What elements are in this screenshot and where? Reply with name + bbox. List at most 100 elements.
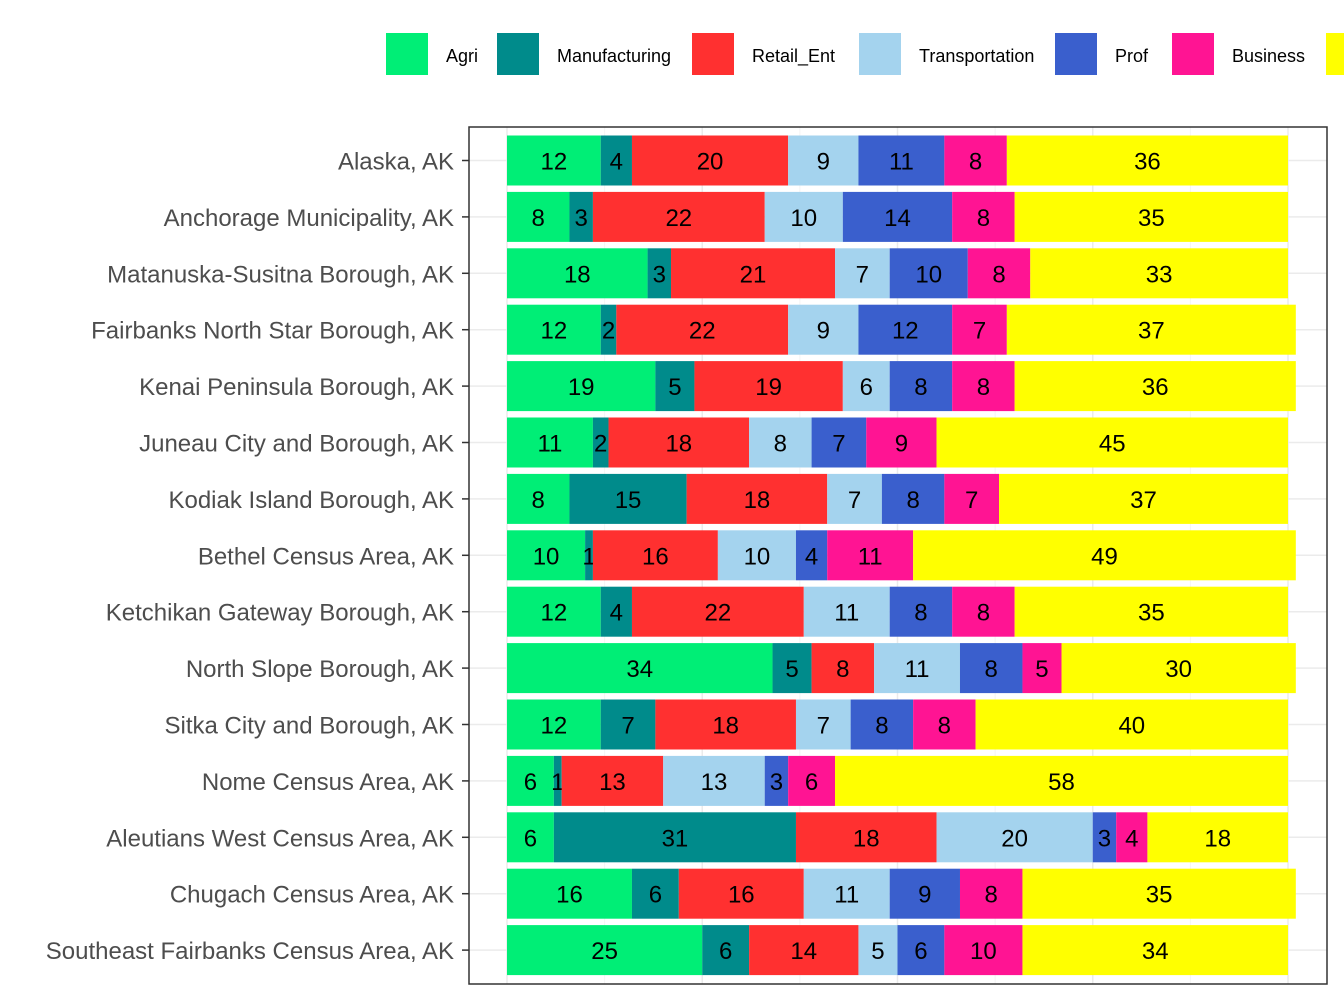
- data-label: 18: [853, 825, 880, 852]
- data-label: 30: [1165, 656, 1192, 683]
- legend-item-manufacturing: Manufacturing: [497, 33, 671, 75]
- y-tick-label: Ketchikan Gateway Borough, AK: [106, 600, 454, 627]
- data-label: 18: [1204, 825, 1231, 852]
- data-label: 25: [591, 938, 618, 965]
- bar-segment-agri: [507, 530, 586, 581]
- legend-key: [1326, 33, 1344, 75]
- bar-segment-business: [944, 135, 1007, 186]
- data-label: 8: [532, 487, 545, 514]
- data-label: 12: [541, 318, 568, 345]
- data-label: 34: [626, 656, 653, 683]
- data-label: 13: [701, 769, 728, 796]
- legend-key: [386, 33, 428, 75]
- bar-segment-retail-ent: [592, 530, 718, 581]
- bar-segment-manufacturing: [569, 191, 593, 242]
- data-label: 18: [744, 487, 771, 514]
- bar-row-north-slope-borough-ak: 34 5 8 11 8 5 30: [507, 643, 1296, 694]
- data-label: 10: [744, 543, 771, 570]
- data-label: 5: [871, 938, 884, 965]
- legend-key: [692, 33, 734, 75]
- bar-segment-other: [1030, 248, 1288, 299]
- data-label: 33: [1146, 261, 1173, 288]
- data-label: 7: [817, 713, 830, 740]
- bar-segment-other: [936, 417, 1288, 468]
- bar-row-sitka-city-and-borough-ak: 12 7 18 7 8 8 40: [507, 699, 1288, 750]
- bar-segment-transportation: [803, 586, 890, 637]
- bar-segment-other: [1022, 925, 1288, 976]
- bar-segment-business: [1022, 643, 1062, 694]
- bar-segment-transportation: [749, 417, 812, 468]
- bar-segment-manufacturing: [772, 643, 812, 694]
- bar-segment-other: [1014, 191, 1288, 242]
- data-label: 9: [918, 882, 931, 909]
- bar-segment-prof: [889, 586, 953, 637]
- bar-row-juneau-city-and-borough-ak: 11 2 18 8 7 9 45: [507, 417, 1288, 468]
- data-label: 11: [834, 882, 859, 909]
- y-tick-label: Anchorage Municipality, AK: [164, 205, 454, 232]
- bar-segment-business: [1116, 812, 1148, 863]
- data-label: 8: [938, 713, 951, 740]
- y-tick-label: Sitka City and Borough, AK: [165, 713, 455, 740]
- data-label: 20: [1001, 825, 1028, 852]
- bar-segment-transportation: [788, 135, 859, 186]
- data-label: 4: [805, 543, 818, 570]
- y-tick-label: Alaska, AK: [338, 149, 454, 176]
- bar-segment-business: [959, 868, 1023, 919]
- data-label: 18: [665, 431, 692, 458]
- data-label: 10: [915, 261, 942, 288]
- bar-segment-manufacturing: [592, 417, 609, 468]
- bar-segment-other: [1014, 586, 1288, 637]
- legend-item-business: Business: [1172, 33, 1305, 75]
- legend-key: [1172, 33, 1214, 75]
- y-tick-label: Bethel Census Area, AK: [198, 543, 454, 570]
- bar-segment-other: [1022, 868, 1296, 919]
- bar-segment-business: [788, 755, 836, 806]
- data-label: 7: [973, 318, 986, 345]
- bar-segment-transportation: [874, 643, 960, 694]
- bar-segment-prof: [889, 868, 960, 919]
- data-label: 8: [969, 149, 982, 176]
- data-label: 15: [615, 487, 642, 514]
- bar-segment-other: [913, 530, 1296, 581]
- data-label: 36: [1142, 374, 1169, 401]
- data-label: 5: [1035, 656, 1048, 683]
- legend-label: Business: [1232, 46, 1305, 66]
- data-label: 37: [1130, 487, 1157, 514]
- bar-segment-manufacturing: [600, 135, 632, 186]
- data-label: 8: [532, 205, 545, 232]
- legend-label: Retail_Ent: [752, 46, 835, 67]
- bar-segment-agri: [507, 248, 648, 299]
- data-label: 3: [770, 769, 783, 796]
- bar-segment-manufacturing: [600, 699, 656, 750]
- bar-segment-prof: [842, 191, 953, 242]
- y-tick-label: Fairbanks North Star Borough, AK: [91, 318, 454, 345]
- data-label: 45: [1099, 431, 1126, 458]
- data-label: 6: [719, 938, 732, 965]
- bar-segment-prof: [858, 304, 953, 355]
- bar-segment-prof: [858, 135, 945, 186]
- data-label: 16: [556, 882, 583, 909]
- legend-item-retail-ent: Retail_Ent: [692, 33, 835, 75]
- bar-segment-transportation: [835, 248, 890, 299]
- bar-segment-agri: [507, 135, 601, 186]
- data-label: 16: [728, 882, 755, 909]
- data-label: 5: [785, 656, 798, 683]
- data-label: 6: [649, 882, 662, 909]
- data-label: 4: [610, 600, 623, 627]
- data-label: 2: [602, 318, 615, 345]
- bar-segment-manufacturing: [585, 530, 593, 581]
- bar-segment-other: [1006, 135, 1288, 186]
- bar-segment-business: [952, 361, 1015, 412]
- bar-segment-manufacturing: [702, 925, 750, 976]
- data-label: 6: [524, 769, 537, 796]
- data-label: 12: [892, 318, 919, 345]
- bar-segment-manufacturing: [655, 361, 695, 412]
- bar-segment-agri: [507, 417, 593, 468]
- data-label: 8: [977, 374, 990, 401]
- bar-segment-retail-ent: [795, 812, 937, 863]
- data-label: 7: [621, 713, 634, 740]
- bar-segment-business: [944, 473, 1000, 524]
- bar-segment-prof: [764, 755, 789, 806]
- data-label: 11: [537, 431, 562, 458]
